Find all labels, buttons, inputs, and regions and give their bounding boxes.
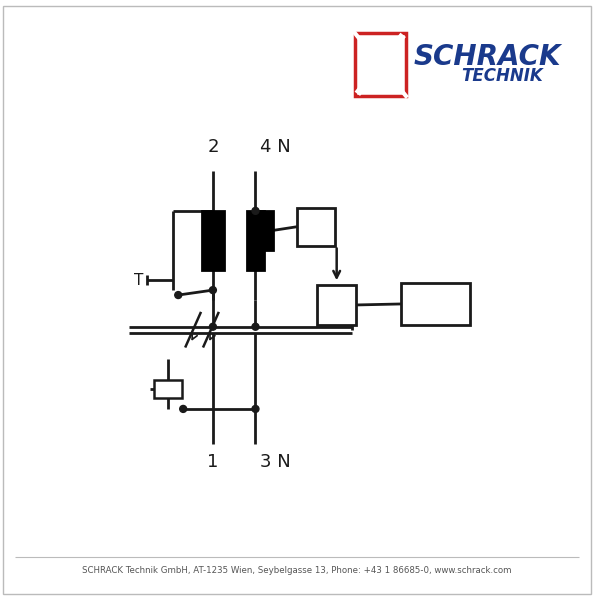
Circle shape [209, 287, 217, 293]
Text: T: T [134, 272, 143, 287]
Text: 3 N: 3 N [260, 454, 291, 472]
Text: TECHNIK: TECHNIK [461, 67, 542, 85]
Bar [401, 283, 470, 325]
Circle shape [180, 406, 187, 412]
Text: 4 N: 4 N [260, 139, 291, 157]
Circle shape [252, 323, 259, 330]
Bar [297, 208, 335, 245]
Text: H: H [427, 294, 444, 314]
Circle shape [252, 406, 259, 412]
Text: 1: 1 [207, 454, 218, 472]
Bar [317, 285, 356, 325]
Text: 2: 2 [207, 139, 218, 157]
Bar [202, 211, 224, 270]
Circle shape [175, 292, 182, 299]
Text: SCHRACK Technik GmbH, AT-1235 Wien, Seybelgasse 13, Phone: +43 1 86685-0, www.sc: SCHRACK Technik GmbH, AT-1235 Wien, Seyb… [82, 566, 512, 575]
Circle shape [209, 323, 217, 330]
Text: SCHRACK: SCHRACK [414, 43, 562, 71]
Bar [257, 211, 274, 250]
Circle shape [252, 208, 259, 214]
Bar [247, 211, 265, 270]
Bar [154, 380, 182, 398]
Bar [355, 32, 406, 96]
